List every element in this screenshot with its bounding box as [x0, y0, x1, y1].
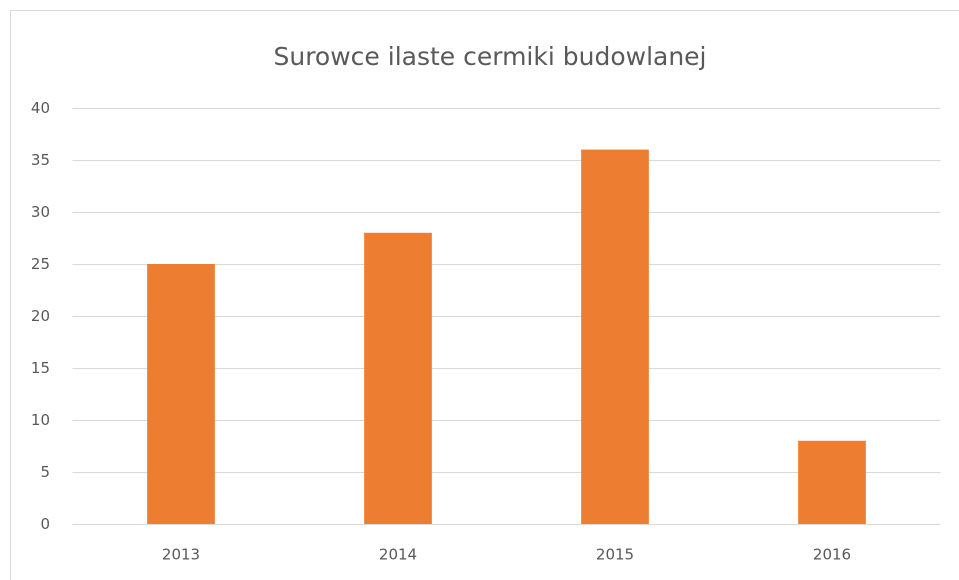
bar	[798, 440, 866, 524]
y-tick-label: 40	[31, 99, 50, 117]
x-tick-label: 2015	[596, 546, 634, 564]
y-tick-label: 15	[31, 359, 50, 377]
bar	[147, 264, 215, 524]
bar	[364, 232, 432, 525]
chart-title: Surowce ilaste cermiki budowlanej	[273, 42, 706, 71]
y-tick-label: 30	[31, 203, 50, 221]
y-tick-label: 5	[40, 463, 50, 481]
y-tick-label: 10	[31, 411, 50, 429]
y-tick-label: 35	[31, 151, 50, 169]
y-tick-label: 0	[40, 515, 50, 533]
y-tick-label: 25	[31, 255, 50, 273]
bar	[581, 149, 649, 524]
x-tick-label: 2016	[813, 546, 851, 564]
y-tick-label: 20	[31, 307, 50, 325]
x-tick-label: 2014	[379, 546, 417, 564]
x-tick-label: 2013	[162, 546, 200, 564]
